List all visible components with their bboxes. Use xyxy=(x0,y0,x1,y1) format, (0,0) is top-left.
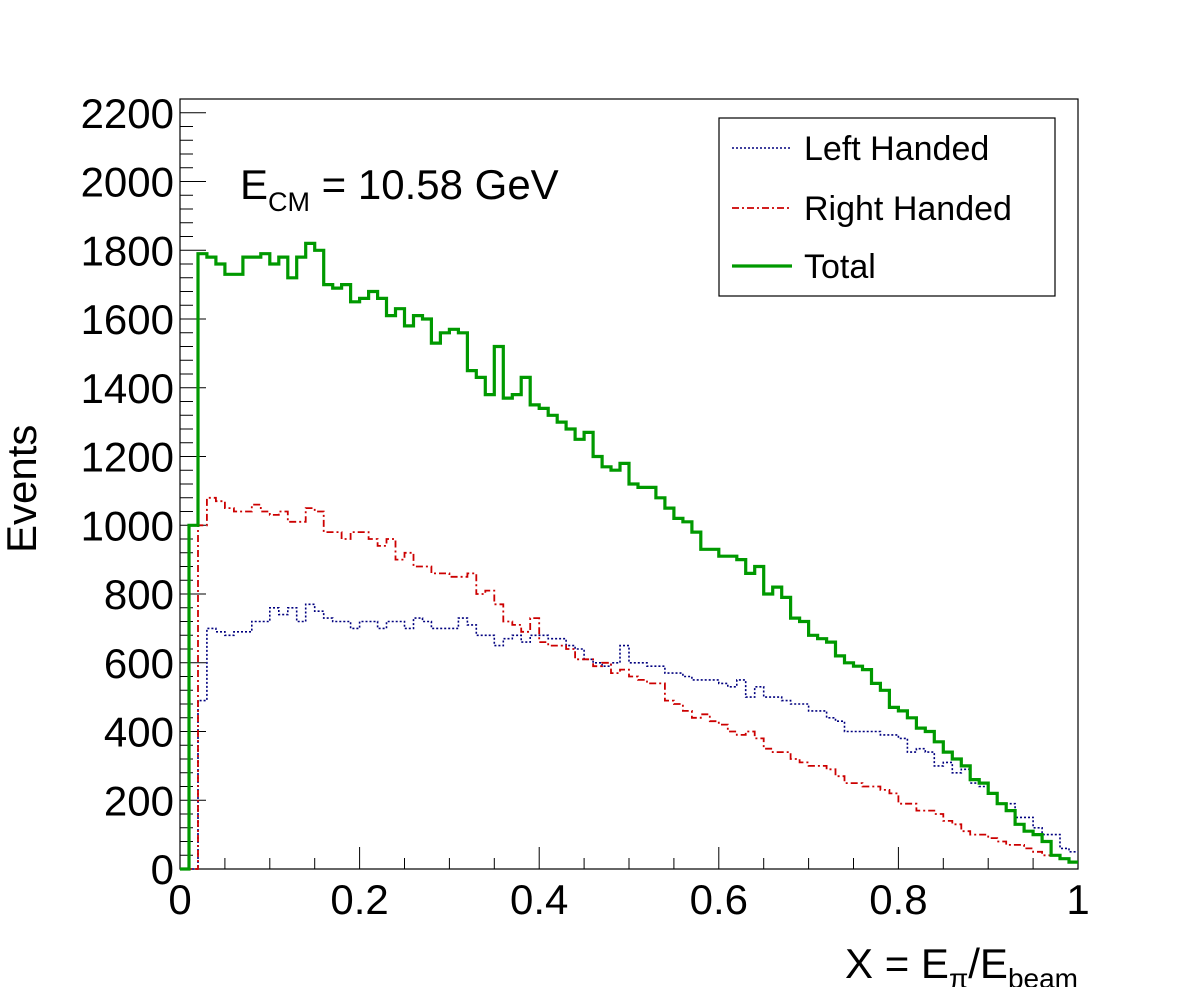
y-tick-label: 400 xyxy=(104,709,174,756)
y-tick-label: 0 xyxy=(151,846,174,893)
legend-label: Right Handed xyxy=(804,190,1012,228)
annotation-main: E xyxy=(240,161,268,208)
y-tick-label: 600 xyxy=(104,640,174,687)
x-tick-label: 0.8 xyxy=(869,876,927,923)
legend-label: Left Handed xyxy=(804,130,989,168)
series-line-left-handed xyxy=(180,603,1078,870)
x-axis-ticks: 0 0.2 0.4 0.6 0.8 1 xyxy=(168,847,1090,923)
x-axis-title: X = Eπ/Ebeam xyxy=(845,940,1078,987)
y-tick-label: 200 xyxy=(104,777,174,824)
y-tick-label: 1200 xyxy=(81,434,174,481)
y-tick-label: 1000 xyxy=(81,502,174,549)
x-axis-title-main: X = E xyxy=(845,940,949,987)
annotation-ecm: ECM = 10.58 GeV xyxy=(240,161,559,217)
x-tick-label: 0.6 xyxy=(690,876,748,923)
y-tick-label: 2200 xyxy=(81,90,174,137)
y-tick-label: 1400 xyxy=(81,365,174,412)
series-layer xyxy=(180,241,1078,871)
x-tick-label: 0.4 xyxy=(510,876,568,923)
legend-label: Total xyxy=(804,248,876,286)
x-tick-label: 1 xyxy=(1066,876,1089,923)
y-axis-ticks: 0 200 400 600 800 1000 1200 1400 1600 1800 2000 220… xyxy=(81,90,206,893)
y-tick-label: 2000 xyxy=(81,159,174,206)
x-axis-title-mid: /E xyxy=(968,940,1008,987)
y-tick-label: 1800 xyxy=(81,227,174,274)
y-axis-title: Events xyxy=(0,425,45,553)
x-axis-title-sub1: π xyxy=(949,963,968,987)
y-tick-label: 800 xyxy=(104,571,174,618)
series-line-right-handed xyxy=(180,496,1078,870)
annotation-sub: CM xyxy=(268,187,310,217)
annotation-rest: = 10.58 GeV xyxy=(310,161,559,208)
x-axis-title-sub2: beam xyxy=(1008,963,1078,987)
legend: Left Handed Right Handed Total xyxy=(718,117,1056,297)
x-tick-label: 0 xyxy=(168,876,191,923)
y-tick-label: 1600 xyxy=(81,296,174,343)
x-tick-label: 0.2 xyxy=(330,876,388,923)
series-line-total xyxy=(180,241,1078,871)
